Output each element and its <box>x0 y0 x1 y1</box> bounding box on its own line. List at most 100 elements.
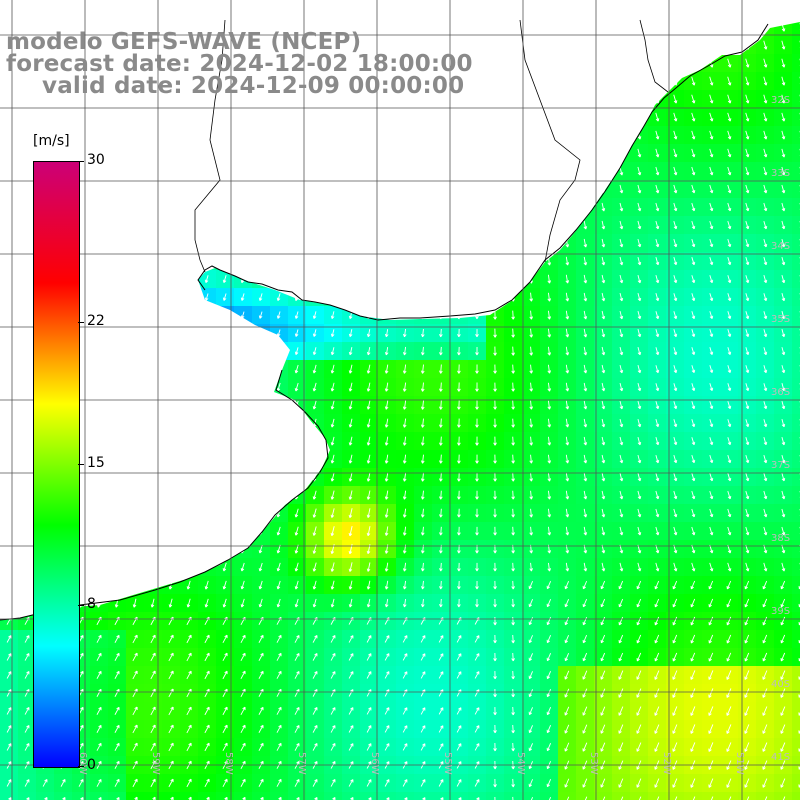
wind-arrow <box>690 580 696 590</box>
wind-arrow <box>420 382 425 392</box>
wind-arrow <box>637 274 642 284</box>
wind-arrow <box>601 238 606 248</box>
wind-arrow <box>763 220 768 230</box>
wind-arrow <box>673 437 678 446</box>
wind-arrow <box>330 743 336 751</box>
wind-arrow <box>763 419 768 428</box>
wind-arrow <box>745 419 750 428</box>
wind-arrow <box>745 166 750 176</box>
wind-arrow <box>168 724 174 734</box>
wind-arrow <box>673 220 678 230</box>
wind-arrow <box>637 508 642 518</box>
wind-arrow <box>420 526 425 536</box>
wind-arrow <box>781 383 786 392</box>
wind-arrow <box>674 796 678 800</box>
wind-arrow <box>654 742 660 752</box>
wind-arrow <box>745 58 750 68</box>
wind-arrow <box>691 94 696 104</box>
wind-arrow <box>421 329 425 338</box>
colorbar-tick-label: 30 <box>87 152 105 168</box>
wind-arrow <box>348 635 354 643</box>
wind-arrow <box>583 292 588 302</box>
wind-arrow <box>655 437 660 446</box>
wind-arrow <box>619 400 624 410</box>
wind-arrow <box>582 598 588 608</box>
wind-arrow <box>709 130 714 140</box>
wind-arrow <box>457 490 461 500</box>
wind-arrow <box>762 598 768 608</box>
wind-arrow <box>528 689 533 698</box>
model-title: modelo GEFS-WAVE (NCEP) <box>6 29 362 55</box>
longitude-label: 59W <box>150 752 161 775</box>
wind-arrow <box>511 364 515 374</box>
wind-arrow <box>475 562 479 572</box>
wind-arrow <box>691 202 696 212</box>
wind-arrow <box>493 707 497 716</box>
wind-arrow <box>762 580 768 590</box>
wind-arrow <box>781 130 786 140</box>
wind-arrow <box>691 257 696 266</box>
wind-arrow <box>240 670 246 680</box>
wind-arrow <box>582 652 588 662</box>
wind-arrow <box>762 616 768 626</box>
wind-arrow <box>709 347 714 356</box>
wind-arrow <box>781 293 786 302</box>
wind-cell <box>594 792 613 800</box>
wind-arrow <box>474 671 480 679</box>
wind-arrow <box>619 256 624 266</box>
wind-arrow <box>457 436 461 446</box>
wind-arrow <box>745 130 750 140</box>
wind-arrow <box>132 724 138 734</box>
wind-arrow <box>258 778 264 787</box>
wind-arrow <box>655 347 660 356</box>
wind-arrow <box>636 580 642 590</box>
wind-arrow <box>330 454 335 464</box>
wind-arrow <box>691 130 696 140</box>
wind-arrow <box>240 724 246 734</box>
wind-arrow <box>366 671 372 679</box>
grid-labels: 32S 33S 34S 35S 36S 37S 38S 39S 40S 41S 60W 59W 58W 5… <box>77 95 790 775</box>
wind-arrow <box>528 779 534 788</box>
wind-arrow <box>547 274 552 284</box>
wind-arrow <box>384 725 390 733</box>
wind-arrow <box>6 707 12 715</box>
wind-arrow <box>601 256 606 266</box>
wind-arrow <box>114 742 120 751</box>
wind-arrow <box>691 437 696 446</box>
wind-arrow <box>727 383 732 392</box>
wind-cell <box>792 504 800 523</box>
wind-arrow <box>727 437 732 446</box>
wind-arrow <box>727 508 732 518</box>
wind-arrow <box>781 40 786 50</box>
wind-arrow <box>186 688 192 698</box>
wind-arrow <box>276 742 282 751</box>
wind-arrow <box>637 472 642 482</box>
wind-arrow <box>745 257 750 266</box>
wind-arrow <box>691 526 696 536</box>
wind-arrow <box>619 472 624 482</box>
latitude-label: 40S <box>771 679 790 690</box>
wind-arrow <box>186 724 192 734</box>
wind-cell <box>18 792 37 800</box>
wind-arrow <box>276 778 282 787</box>
wind-arrow <box>294 382 299 392</box>
wind-arrow <box>690 742 696 752</box>
wind-arrow <box>691 329 696 338</box>
wind-arrow <box>692 796 696 800</box>
wind-arrow <box>583 274 588 284</box>
wind-arrow <box>402 653 408 661</box>
wind-cell <box>234 792 253 800</box>
wind-arrow <box>132 706 138 716</box>
wind-arrow <box>762 724 768 734</box>
wind-arrow <box>312 653 318 661</box>
wind-arrow <box>728 796 732 800</box>
wind-arrow <box>672 706 678 716</box>
wind-arrow <box>780 598 786 608</box>
wind-cell <box>612 792 631 800</box>
wind-arrow <box>493 454 497 464</box>
wind-cell <box>0 792 19 800</box>
wind-arrow <box>601 328 606 338</box>
wind-arrow <box>402 779 408 787</box>
wind-arrow <box>24 707 30 715</box>
wind-arrow <box>330 725 336 733</box>
